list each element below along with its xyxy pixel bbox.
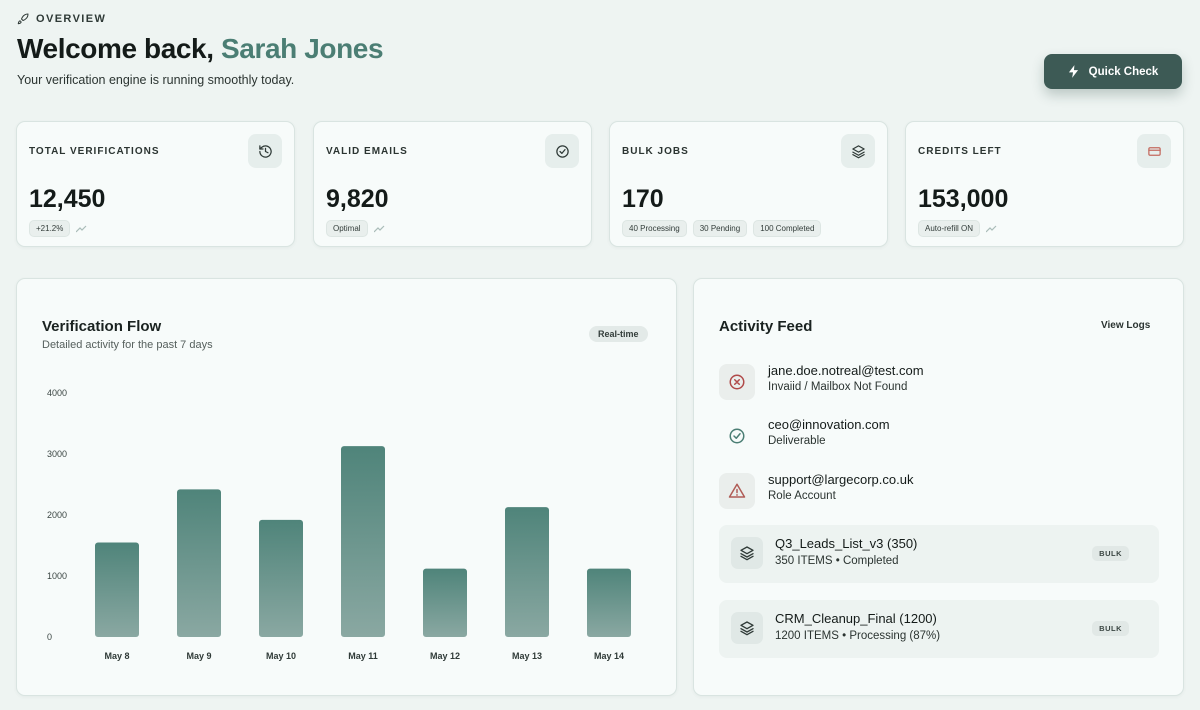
x-tick-label: May 10 — [266, 651, 296, 661]
bulk-job-name: Q3_Leads_List_v3 (350) — [775, 536, 918, 551]
stat-value: 12,450 — [29, 185, 106, 213]
x-tick-label: May 14 — [594, 651, 624, 661]
layers-icon — [841, 134, 875, 168]
y-tick-label: 1000 — [47, 571, 67, 581]
activity-email: jane.doe.notreal@test.com — [768, 363, 924, 378]
bulk-job-detail: 1200 ITEMS • Processing (87%) — [775, 630, 941, 642]
stat-chip: 40 Processing — [622, 220, 687, 237]
stat-label: CREDITS LEFT — [918, 146, 1002, 157]
bulk-job-detail: 350 ITEMS • Completed — [775, 555, 899, 567]
stat-card-valid-emails: VALID EMAILS 9,820 Optimal — [313, 121, 592, 247]
stat-label: TOTAL VERIFICATIONS — [29, 146, 160, 157]
quick-check-label: Quick Check — [1088, 65, 1159, 78]
activity-email: ceo@innovation.com — [768, 417, 890, 432]
quick-check-button[interactable]: Quick Check — [1044, 54, 1182, 89]
activity-item[interactable]: support@largecorp.co.uk Role Account — [719, 471, 1149, 511]
history-icon — [248, 134, 282, 168]
chart-bar[interactable] — [341, 446, 385, 637]
y-tick-label: 3000 — [47, 449, 67, 459]
chart-bar[interactable] — [505, 507, 549, 637]
y-tick-label: 4000 — [47, 388, 67, 398]
layers-icon — [731, 612, 763, 644]
warning-icon — [719, 473, 755, 509]
page-title: Welcome back, Sarah Jones — [17, 33, 384, 65]
y-tick-label: 0 — [47, 632, 52, 642]
bulk-badge: BULK — [1092, 621, 1129, 636]
bar-chart: 0 1000 2000 3000 4000 May 8 May 9 May 10 May 11… — [47, 388, 631, 661]
trend-up-icon — [76, 225, 87, 232]
x-tick-label: May 11 — [348, 651, 378, 661]
chart-title: Verification Flow — [42, 318, 162, 335]
activity-status: Invaiid / Mailbox Not Found — [768, 381, 908, 393]
activity-item[interactable]: ceo@innovation.com Deliverable — [719, 416, 1149, 456]
chart-bar[interactable] — [95, 542, 139, 637]
x-tick-label: May 9 — [186, 651, 211, 661]
lightning-icon — [1068, 65, 1078, 78]
chart-bar[interactable] — [587, 568, 631, 637]
activity-status: Role Account — [768, 490, 836, 502]
stat-card-bulk-jobs: BULK JOBS 170 40 Processing 30 Pending 1… — [609, 121, 888, 247]
activity-status: Deliverable — [768, 435, 826, 447]
realtime-badge: Real-time — [589, 326, 648, 342]
x-tick-label: May 12 — [430, 651, 460, 661]
chart-bar[interactable] — [423, 568, 467, 637]
chart-subtitle: Detailed activity for the past 7 days — [42, 339, 213, 351]
user-name: Sarah Jones — [221, 33, 384, 64]
bulk-job-name: CRM_Cleanup_Final (1200) — [775, 611, 937, 626]
view-logs-link[interactable]: View Logs — [1101, 320, 1151, 331]
greeting-text: Welcome back, — [17, 33, 214, 64]
bulk-job-item[interactable]: Q3_Leads_List_v3 (350) 350 ITEMS • Compl… — [719, 525, 1159, 583]
stat-label: VALID EMAILS — [326, 146, 408, 157]
stat-value: 9,820 — [326, 185, 389, 213]
check-circle-icon — [719, 418, 755, 454]
verification-flow-panel: Verification Flow Detailed activity for … — [16, 278, 677, 696]
stat-chip: 30 Pending — [692, 220, 748, 237]
x-circle-icon — [719, 364, 755, 400]
stat-chip: Optimal — [326, 220, 368, 237]
page-subtitle: Your verification engine is running smoo… — [17, 73, 295, 87]
stat-chip: 100 Completed — [753, 220, 822, 237]
chart-bar[interactable] — [259, 519, 303, 637]
x-tick-label: May 13 — [512, 651, 542, 661]
activity-email: support@largecorp.co.uk — [768, 472, 914, 487]
activity-title: Activity Feed — [719, 318, 813, 335]
trend-up-icon — [986, 225, 997, 232]
stat-label: BULK JOBS — [622, 146, 689, 157]
activity-feed-panel: Activity Feed View Logs jane.doe.notreal… — [693, 278, 1184, 696]
stat-chip: +21.2% — [29, 220, 71, 237]
stat-value: 153,000 — [918, 185, 1009, 213]
credit-card-icon — [1137, 134, 1171, 168]
layers-icon — [731, 537, 763, 569]
stat-card-total-verifications: TOTAL VERIFICATIONS 12,450 +21.2% — [16, 121, 295, 247]
activity-item[interactable]: jane.doe.notreal@test.com Invaiid / Mail… — [719, 362, 1149, 402]
stat-value: 170 — [622, 185, 664, 213]
stat-chip: Auto-refill ON — [918, 220, 981, 237]
section-label-text: OVERVIEW — [36, 13, 107, 25]
bulk-job-item[interactable]: CRM_Cleanup_Final (1200) 1200 ITEMS • Pr… — [719, 600, 1159, 658]
rocket-icon — [17, 13, 29, 25]
check-circle-icon — [545, 134, 579, 168]
bulk-badge: BULK — [1092, 546, 1129, 561]
x-tick-label: May 8 — [104, 651, 129, 661]
trend-up-icon — [373, 225, 384, 232]
y-tick-label: 2000 — [47, 510, 67, 520]
stat-card-credits-left: CREDITS LEFT 153,000 Auto-refill ON — [905, 121, 1184, 247]
chart-bar[interactable] — [177, 489, 221, 637]
section-label: OVERVIEW — [17, 13, 106, 25]
